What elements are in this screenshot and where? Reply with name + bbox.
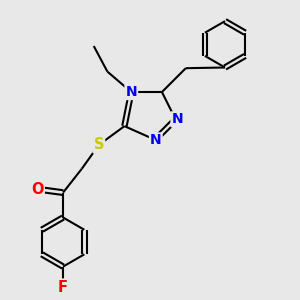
Text: N: N [125,85,137,99]
Text: O: O [31,182,44,197]
Text: F: F [58,280,68,295]
Text: N: N [172,112,183,126]
Text: N: N [150,134,162,148]
Text: S: S [94,137,104,152]
